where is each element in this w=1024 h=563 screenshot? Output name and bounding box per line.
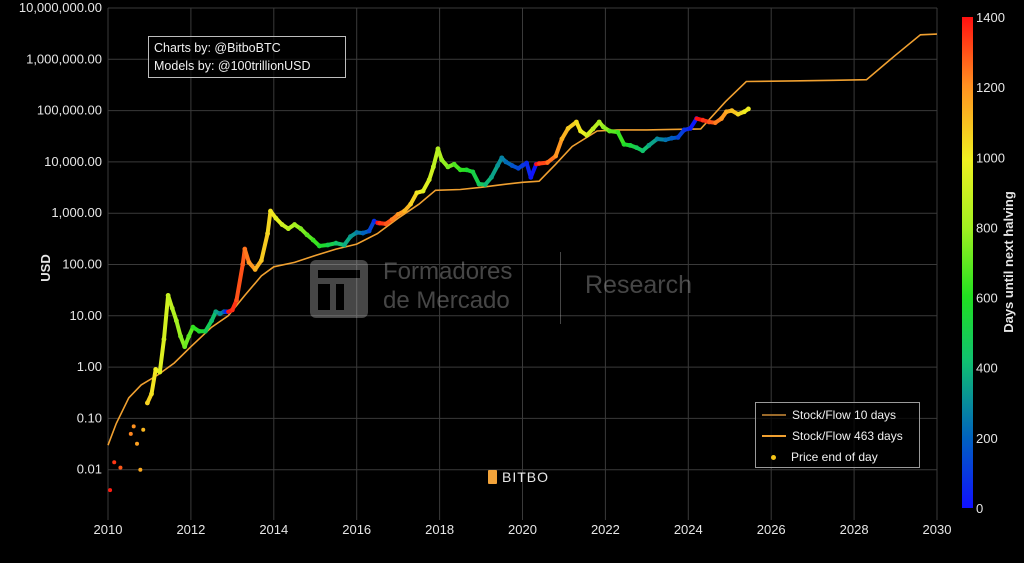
price-segment [174,318,183,339]
colorbar-tick-label: 1000 [976,150,1005,165]
bitbo-logo-icon [488,470,497,484]
x-tick-label: 2018 [425,522,454,537]
price-point [128,431,133,436]
y-axis-title: USD [38,254,53,281]
watermark: Formadores de Mercado Research [308,252,728,327]
colorbar-tick-label: 200 [976,431,998,446]
legend-dot [771,454,776,460]
colorbar-tick-label: 0 [976,501,983,516]
credits-box: Charts by: @BitboBTC Models by: @100tril… [148,36,346,78]
legend-label: Stock/Flow 463 days [792,429,903,443]
price-segment [553,136,564,159]
x-tick-label: 2014 [259,522,288,537]
y-tick-label: 0.01 [77,462,102,477]
y-tick-label: 10,000.00 [44,154,102,169]
colorbar-title: Days until next halving [1001,191,1016,333]
x-tick-label: 2020 [508,522,537,537]
x-tick-label: 2028 [840,522,869,537]
y-tick-label: 1,000.00 [51,205,102,220]
price-segment [265,209,273,236]
price-segment [234,262,245,303]
price-point [746,106,751,112]
x-axis: 2010 2012 2014 2016 2018 2020 2022 2024 2026 2028… [94,522,952,537]
colorbar [962,17,973,508]
price-segment [259,231,270,263]
credits-charts: Charts by: @BitboBTC [154,41,281,55]
y-tick-label: 10,000,000.00 [19,0,102,15]
x-tick-label: 2010 [94,522,123,537]
x-tick-label: 2016 [342,522,371,537]
price-segment [161,293,171,342]
y-tick-label: 10.00 [69,308,102,323]
price-series [108,106,751,493]
colorbar-tick-label: 400 [976,361,998,376]
price-point [118,465,123,470]
price-point [135,441,140,446]
legend-item[interactable]: Stock/Flow 10 days [762,406,919,424]
y-tick-label: 1.00 [77,359,102,374]
colorbar-tick-label: 1200 [976,80,1005,95]
price-point [138,467,143,472]
price-point [141,427,146,432]
x-tick-label: 2024 [674,522,703,537]
y-axis: 0.01 0.10 1.00 10.00 100.00 1,000.00 10,000.00… [19,0,102,477]
colorbar-tick-label: 600 [976,291,998,306]
x-tick-label: 2022 [591,522,620,537]
bitbo-label: BITBO [502,469,550,485]
legend-swatch [762,435,786,437]
y-tick-label: 1,000,000.00 [26,51,102,66]
x-tick-label: 2012 [176,522,205,537]
colorbar-tick-label: 800 [976,220,998,235]
y-tick-label: 0.10 [77,410,102,425]
watermark-title: Formadores de Mercado [383,258,513,314]
watermark-separator [560,252,561,324]
legend-label: Price end of day [791,450,878,464]
price-point [112,460,117,465]
legend: Stock/Flow 10 days Stock/Flow 463 days P… [755,402,920,468]
bitbo-brand: BITBO [488,469,549,485]
stock-flow-463-line [107,33,938,446]
legend-item[interactable]: Stock/Flow 463 days [762,427,919,445]
legend-label: Stock/Flow 10 days [792,408,897,422]
price-segment [157,337,166,375]
legend-swatch [762,414,786,416]
y-tick-label: 100,000.00 [37,103,102,118]
price-point [108,488,113,493]
credits-models: Models by: @100trillionUSD [154,59,311,73]
x-tick-label: 2026 [757,522,786,537]
y-tick-label: 100.00 [62,257,102,272]
watermark-logo-icon [310,260,368,318]
x-tick-label: 2030 [923,522,952,537]
price-point [131,424,136,429]
colorbar-ticks: 0 200 400 600 800 1000 1200 1400 [976,10,1005,516]
watermark-research: Research [585,271,692,299]
legend-item[interactable]: Price end of day [762,448,919,466]
price-segment [149,367,158,396]
colorbar-tick-label: 1400 [976,10,1005,25]
